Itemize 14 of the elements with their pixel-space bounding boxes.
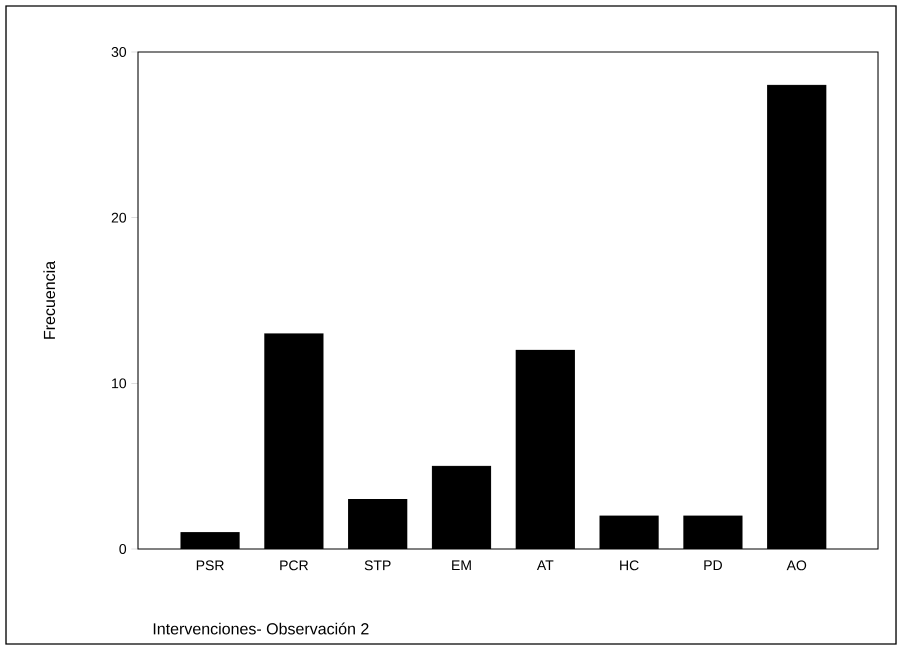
x-tick-label: PD — [704, 560, 722, 570]
x-tick-label: AO — [786, 560, 806, 570]
y-tick-label: 0 — [119, 544, 126, 554]
y-tick-label: 10 — [112, 378, 126, 388]
y-tick-label: 20 — [112, 212, 126, 223]
x-tick-label: AT — [536, 560, 554, 570]
x-tick-label: HC — [620, 560, 639, 570]
x-tick-label: PSR — [196, 560, 224, 570]
x-tick-label: PCR — [280, 560, 308, 570]
x-tick-label: STP — [364, 560, 391, 570]
y-axis-title: Frecuencia — [43, 260, 56, 339]
y-tick-label: 30 — [112, 47, 126, 57]
x-tick-label: EM — [452, 560, 471, 570]
x-axis-title: Intervenciones- Observación 2 — [154, 622, 368, 634]
